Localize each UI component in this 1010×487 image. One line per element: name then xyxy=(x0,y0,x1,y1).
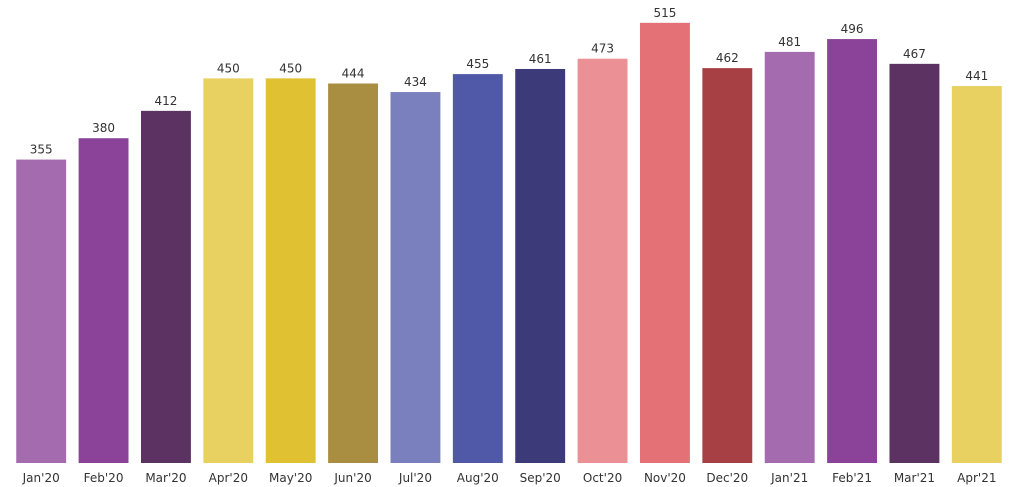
bar-4 xyxy=(266,78,316,463)
bar-value-label-4: 450 xyxy=(279,61,302,75)
x-tick-label-13: Feb'21 xyxy=(832,471,872,485)
x-tick-label-9: Oct'20 xyxy=(583,471,622,485)
bar-3 xyxy=(203,78,253,463)
bar-value-label-2: 412 xyxy=(154,94,177,108)
x-tick-label-0: Jan'20 xyxy=(22,471,60,485)
bar-8 xyxy=(515,69,565,463)
bars-layer xyxy=(16,23,1002,463)
bar-6 xyxy=(390,92,440,463)
bar-value-label-8: 461 xyxy=(529,52,552,66)
bar-13 xyxy=(827,39,877,463)
bar-value-label-7: 455 xyxy=(466,57,489,71)
bar-value-label-10: 515 xyxy=(653,6,676,20)
bar-7 xyxy=(453,74,503,463)
bar-value-label-9: 473 xyxy=(591,42,614,56)
x-tick-label-15: Apr'21 xyxy=(957,471,996,485)
x-tick-label-5: Jun'20 xyxy=(333,471,371,485)
bar-10 xyxy=(640,23,690,463)
bar-0 xyxy=(16,160,66,463)
bar-14 xyxy=(889,64,939,463)
bar-value-label-3: 450 xyxy=(217,61,240,75)
bar-value-label-5: 444 xyxy=(342,67,365,81)
bar-15 xyxy=(952,86,1002,463)
bar-value-label-11: 462 xyxy=(716,51,739,65)
x-tick-label-14: Mar'21 xyxy=(894,471,935,485)
x-tick-label-6: Jul'20 xyxy=(398,471,432,485)
bar-value-label-14: 467 xyxy=(903,47,926,61)
x-tick-label-11: Dec'20 xyxy=(706,471,748,485)
bar-value-label-1: 380 xyxy=(92,121,115,135)
bar-11 xyxy=(702,68,752,463)
bar-value-label-0: 355 xyxy=(30,143,53,157)
x-tick-label-8: Sep'20 xyxy=(520,471,561,485)
x-tick-label-3: Apr'20 xyxy=(209,471,248,485)
x-tick-label-4: May'20 xyxy=(269,471,312,485)
x-tick-label-2: Mar'20 xyxy=(145,471,186,485)
bar-value-label-12: 481 xyxy=(778,35,801,49)
bar-9 xyxy=(578,59,628,463)
bar-value-label-15: 441 xyxy=(965,69,988,83)
bar-12 xyxy=(765,52,815,463)
bar-value-label-13: 496 xyxy=(841,22,864,36)
x-tick-label-1: Feb'20 xyxy=(84,471,124,485)
bar-5 xyxy=(328,84,378,463)
x-tick-label-10: Nov'20 xyxy=(644,471,686,485)
x-tick-label-12: Jan'21 xyxy=(770,471,808,485)
bar-value-label-6: 434 xyxy=(404,75,427,89)
bar-1 xyxy=(79,138,129,463)
x-axis-tick-labels: Jan'20 Feb'20 Mar'20 Apr'20 May'20 Jun'20 Jul'… xyxy=(22,471,997,485)
x-tick-label-7: Aug'20 xyxy=(457,471,499,485)
bar-2 xyxy=(141,111,191,463)
